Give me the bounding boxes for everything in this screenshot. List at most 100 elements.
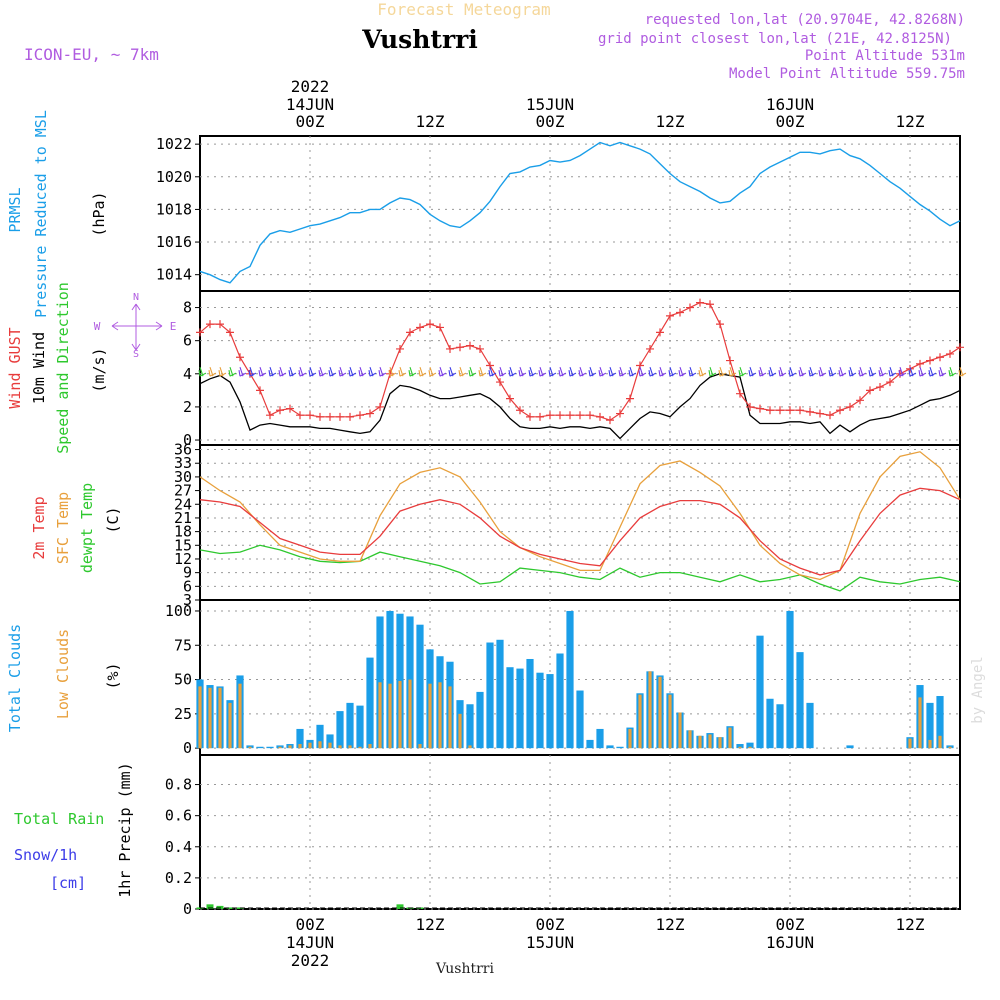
clouds-ylabel: (%) <box>104 662 122 689</box>
wind-gust-marker <box>946 349 954 358</box>
wind-gust-marker <box>706 300 714 309</box>
wind-gust-marker <box>566 411 574 420</box>
total-cloud-bar <box>566 610 574 749</box>
wind-gust-marker <box>416 323 424 332</box>
wind-direction-arrow <box>728 366 737 377</box>
temperature-ytick-label: 15 <box>174 536 192 554</box>
temperature-ytick-label: 6 <box>183 577 192 595</box>
model-altitude: Model Point Altitude 559.75m <box>729 66 965 82</box>
precip-ytick-label: 0.2 <box>165 869 192 887</box>
wind-ylabel: (m/s) <box>90 347 108 392</box>
pressure-ytick-label: 1016 <box>156 233 192 251</box>
wind-direction-arrow <box>368 366 377 377</box>
temperature-ylabel: (C) <box>104 506 122 533</box>
top-tick-label: 12Z <box>656 112 685 131</box>
dewpoint-line <box>199 544 961 592</box>
wind-direction-arrow <box>718 366 727 377</box>
wind-gust-marker <box>916 359 924 368</box>
total-cloud-bar <box>596 728 604 749</box>
low-cloud-bar <box>198 686 202 749</box>
wind-gust-marker <box>236 353 244 362</box>
wind-gust-line <box>199 301 961 421</box>
total-cloud-bar <box>536 672 544 749</box>
low-cloud-bar <box>938 735 942 749</box>
clouds-ytick-label: 50 <box>174 671 192 689</box>
wind-direction-arrow <box>838 366 847 377</box>
wind-direction-arrow <box>598 366 607 377</box>
total-cloud-bar <box>546 674 554 749</box>
compass-arrows-icon <box>111 303 163 351</box>
wind-direction-arrow <box>378 366 387 377</box>
point-altitude: Point Altitude 531m <box>805 48 965 64</box>
wind-gust-marker <box>796 406 804 415</box>
wind-direction-arrow <box>938 366 947 377</box>
low-cloud-bar <box>398 680 402 749</box>
bottom-date-label: 16JUN <box>766 933 814 952</box>
wind-gust-marker <box>726 356 734 365</box>
wind-direction-arrow <box>868 366 877 377</box>
total-rain-label: Total Rain <box>14 810 104 828</box>
pressure-label: PRMSL <box>6 187 24 232</box>
wind-gust-marker <box>856 396 864 405</box>
wind-gust-marker <box>546 411 554 420</box>
wind-direction-arrow <box>578 366 587 377</box>
wind-gust-marker <box>336 412 344 421</box>
total-cloud-bar <box>356 705 364 749</box>
total-cloud-bar <box>256 746 264 749</box>
bottom-date-label: 14JUN <box>286 933 334 952</box>
temp-2m-label: 2m Temp <box>30 496 48 559</box>
total-cloud-bar <box>506 667 514 749</box>
low-cloud-bar <box>708 734 712 749</box>
total-cloud-bar <box>466 704 474 749</box>
low-cloud-bar <box>908 738 912 749</box>
pressure-ytick-label: 1022 <box>156 135 192 153</box>
low-cloud-bar <box>428 683 432 749</box>
wind-direction-arrow <box>908 366 917 377</box>
wind-direction-arrow <box>428 366 437 377</box>
low-cloud-bar <box>358 746 362 749</box>
wind-gust-marker <box>756 404 764 413</box>
wind-direction-arrow <box>408 366 417 377</box>
wind-gust-marker <box>306 411 314 420</box>
precip-ytick-label: 0 <box>183 900 192 918</box>
wind-direction-arrow <box>538 366 547 377</box>
total-cloud-bar <box>926 702 934 749</box>
wind-gust-marker <box>466 341 474 350</box>
total-cloud-bar <box>516 668 524 749</box>
top-date-label: 14JUN <box>286 95 334 114</box>
low-cloud-bar <box>318 741 322 749</box>
wind-direction-arrow <box>358 366 367 377</box>
top-year-label: 2022 <box>291 77 330 96</box>
wind-direction-arrow <box>458 366 467 377</box>
top-tick-label: 00Z <box>296 112 325 131</box>
wind-gust-marker <box>676 308 684 317</box>
wind-gust-marker <box>926 356 934 365</box>
wind-gust-marker <box>326 412 334 421</box>
sfc-temp-label: SFC Temp <box>54 492 72 564</box>
low-cloud-bar <box>698 735 702 749</box>
bottom-date-label: 15JUN <box>526 933 574 952</box>
bottom-tick-label: 12Z <box>656 915 685 934</box>
wind-direction-arrow <box>828 366 837 377</box>
wind-direction-arrow <box>518 366 527 377</box>
wind-gust-marker <box>956 343 964 352</box>
clouds-ytick-label: 0 <box>183 739 192 757</box>
wind-direction-arrow <box>898 366 907 377</box>
bottom-tick-label: 00Z <box>536 915 565 934</box>
total-clouds-label: Total Clouds <box>6 624 24 732</box>
total-cloud-bar <box>586 739 594 749</box>
wind-gust-marker <box>426 320 434 329</box>
low-cloud-bar <box>218 687 222 749</box>
wind-gust-marker <box>296 411 304 420</box>
wind-direction-arrow <box>238 366 247 377</box>
wind-gust-marker <box>876 383 884 392</box>
credit-label: by Angel <box>970 656 986 723</box>
wind-direction-arrow <box>508 366 517 377</box>
wind-direction-arrow <box>748 366 757 377</box>
total-cloud-bar <box>496 639 504 749</box>
wind-gust-marker <box>686 303 694 312</box>
wind-gust-marker <box>716 320 724 329</box>
compass-north: N <box>133 292 139 303</box>
